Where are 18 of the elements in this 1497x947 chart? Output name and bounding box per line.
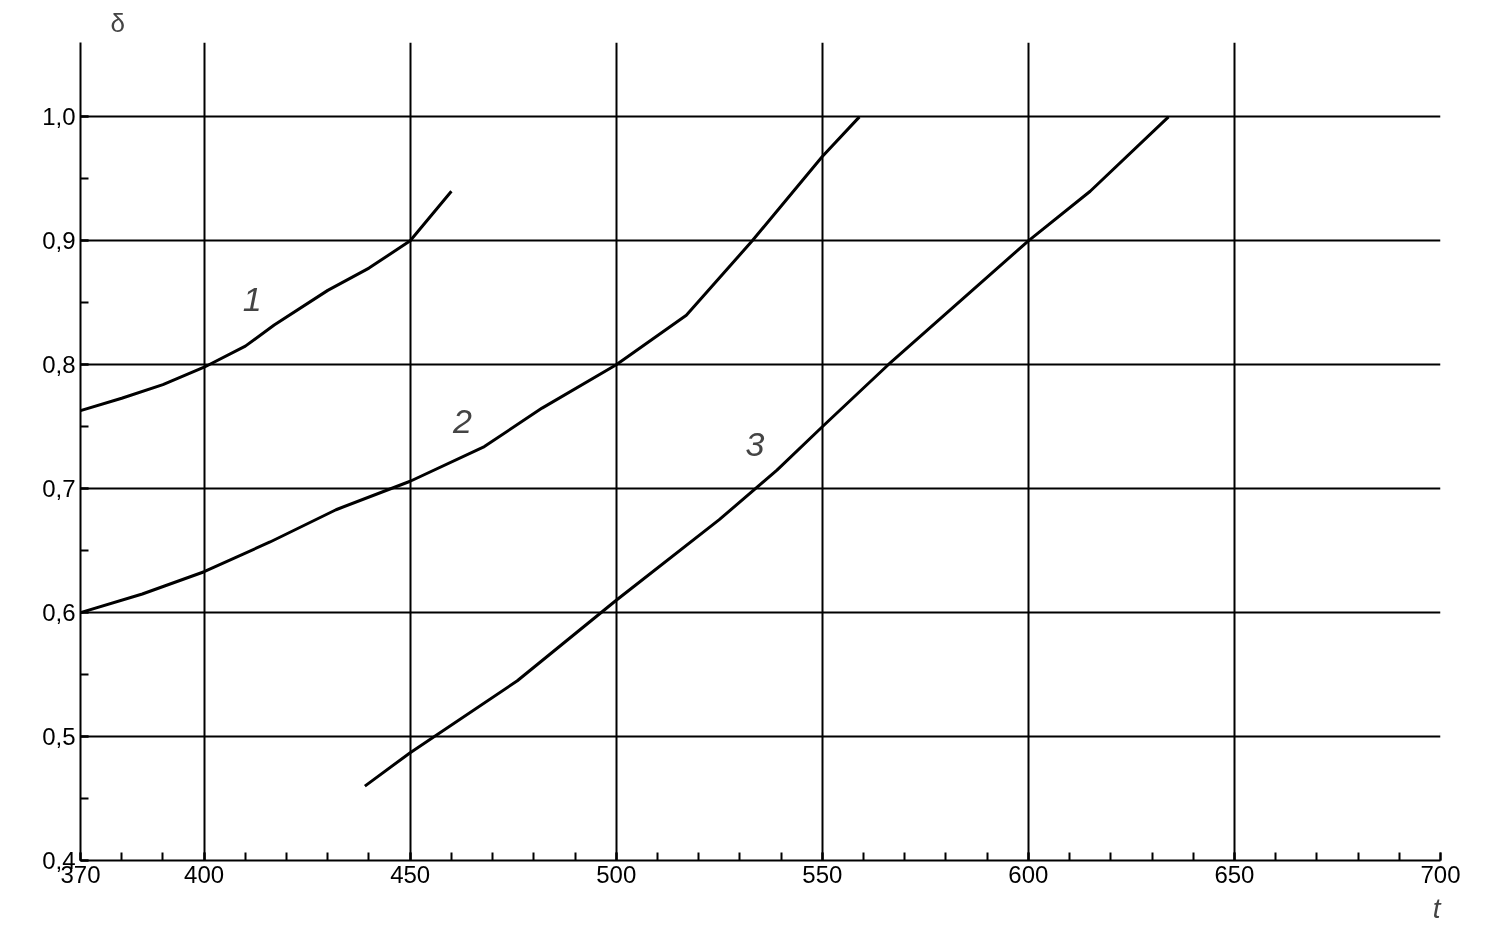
x-tick-label: 600 (1008, 860, 1049, 888)
x-tick-label: 700 (1420, 860, 1461, 888)
annotation: 3 (745, 425, 765, 464)
x-tick-label: 500 (596, 860, 637, 888)
y-tick-label: 0,9 (42, 227, 76, 255)
x-tick-label: 400 (184, 860, 225, 888)
x-tick-label: 550 (802, 860, 843, 888)
y-tick-label: 1,0 (42, 103, 76, 131)
y-tick-label: 0,6 (42, 599, 76, 627)
y-tick-label: 0,7 (42, 475, 76, 503)
annotation: 1 (242, 280, 262, 319)
y-tick-label: 0,8 (42, 351, 76, 379)
x-tick-label: 650 (1214, 860, 1255, 888)
annotation: 2 (451, 401, 472, 440)
y-tick-label: 0,5 (42, 723, 76, 751)
x-tick-label: 450 (390, 860, 431, 888)
y-axis-title: δ (110, 7, 125, 38)
x-axis-title: t (1432, 892, 1442, 924)
